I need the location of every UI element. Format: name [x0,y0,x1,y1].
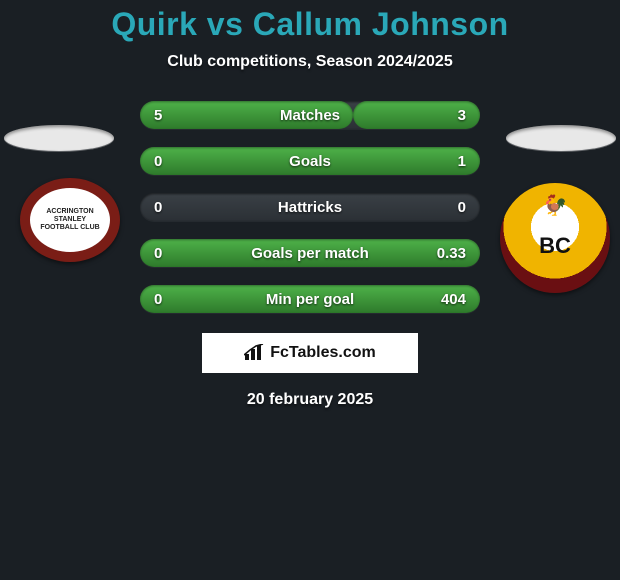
attribution-box: FcTables.com [202,333,418,373]
subtitle: Club competitions, Season 2024/2025 [0,53,620,71]
crest-left-line: FOOTBALL CLUB [40,224,99,232]
player-silhouette-right [506,125,616,151]
player-silhouette-left [4,125,114,151]
stat-row: 53Matches [140,101,480,129]
club-crest-right: 🐓 BC [500,183,610,293]
stat-row: 00.33Goals per match [140,239,480,267]
crest-left-line: ACCRINGTON [40,208,99,216]
stat-row: 00Hattricks [140,193,480,221]
crest-left-line: STANLEY [40,216,99,224]
club-crest-left-text: ACCRINGTON STANLEY FOOTBALL CLUB [40,208,99,231]
date-text: 20 february 2025 [0,391,620,409]
stat-label: Goals per match [140,239,480,267]
stat-row: 0404Min per goal [140,285,480,313]
stat-row: 01Goals [140,147,480,175]
club-crest-left: ACCRINGTON STANLEY FOOTBALL CLUB [20,178,120,262]
comparison-card: Quirk vs Callum Johnson Club competition… [0,0,620,409]
stat-label: Goals [140,147,480,175]
page-title: Quirk vs Callum Johnson [0,6,620,43]
stats-list: 53Matches 01Goals 00Hattricks 00.33Goals pe… [140,101,480,313]
club-crest-right-monogram: BC [539,233,571,259]
bar-chart-icon [244,344,266,362]
stat-label: Min per goal [140,285,480,313]
stat-label: Hattricks [140,193,480,221]
attribution-text: FcTables.com [270,344,376,362]
stat-label: Matches [140,101,480,129]
rooster-icon: 🐓 [543,193,568,218]
